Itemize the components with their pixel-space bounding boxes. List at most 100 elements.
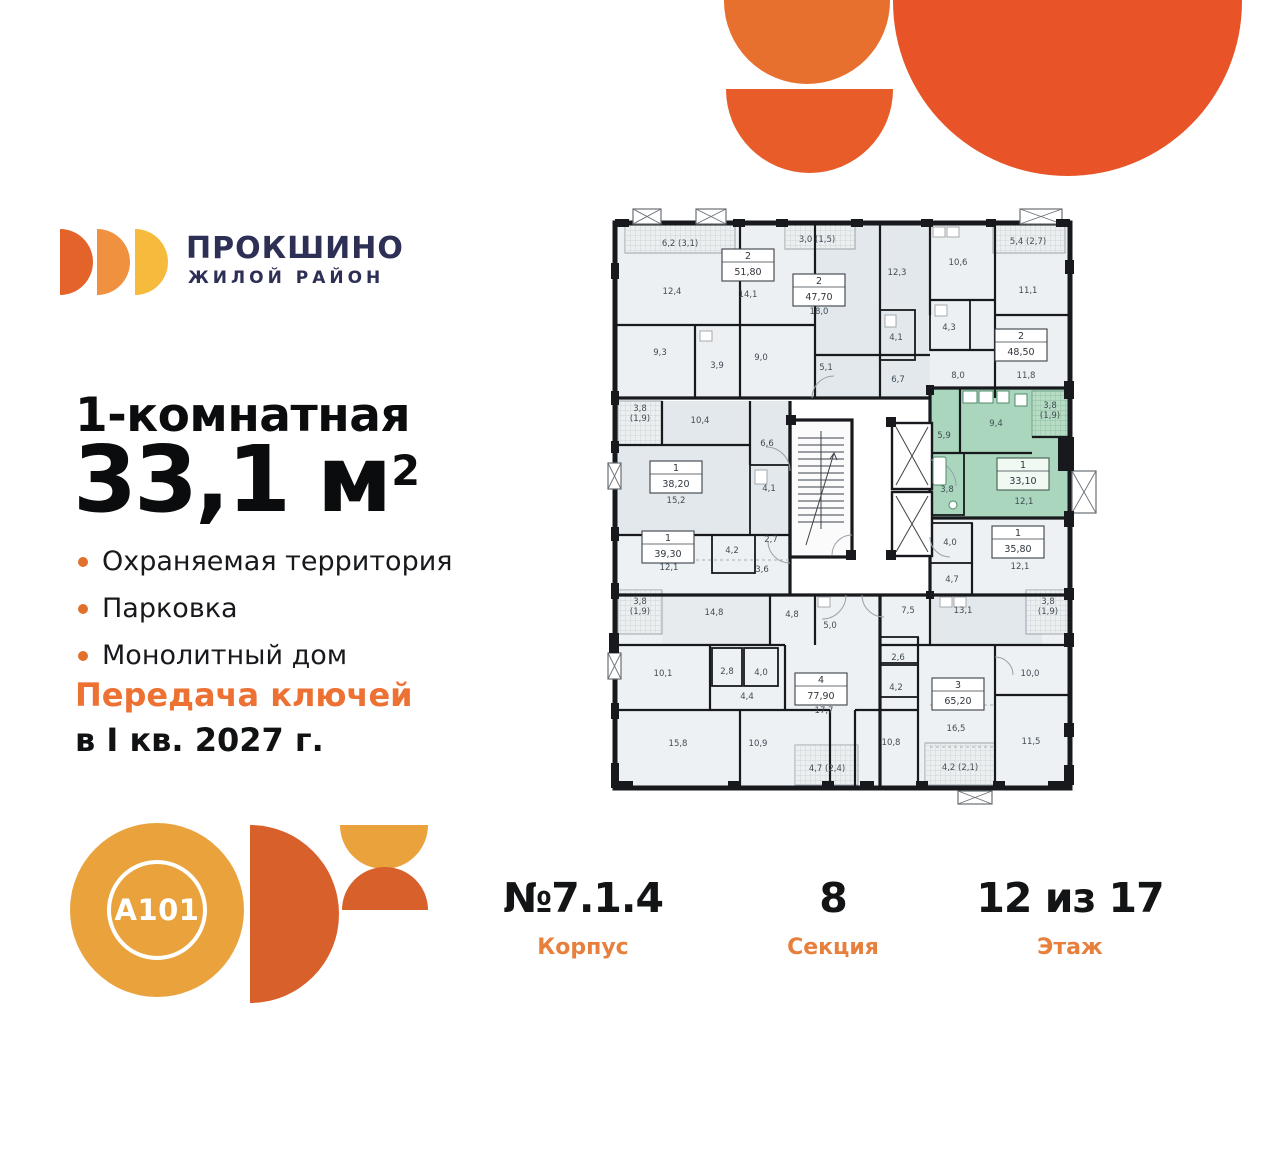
building-number: №7.1.4 [502, 874, 664, 922]
handover-title: Передача ключей [75, 676, 413, 714]
room-area-label: 9,0 [754, 353, 768, 363]
room-area-label: 4,3 [942, 323, 956, 333]
room-area-label: 9,3 [653, 348, 667, 358]
room-area-label: 11,1 [1019, 286, 1038, 296]
svg-text:2: 2 [745, 251, 751, 262]
apartment-info-box: 138,20 [649, 460, 703, 494]
apartment-info-box: 251,80 [721, 248, 775, 282]
room-area-label: 14,8 [705, 608, 724, 618]
developer-logo: A101 [70, 823, 244, 997]
floor-number: 12 из 17 [976, 874, 1164, 922]
svg-text:1: 1 [1020, 460, 1026, 471]
room-area-label: 5,0 [823, 621, 837, 631]
wall-pilasters [609, 219, 1074, 790]
room-area-label: 12,4 [663, 287, 682, 297]
room-area-label: 5,4 (2,7) [1010, 237, 1046, 247]
developer-logo-text: A101 [114, 893, 200, 927]
brand-logo-shape-2 [97, 229, 130, 295]
svg-text:33,10: 33,10 [1009, 476, 1036, 487]
room-area-label: 2,7 [764, 535, 778, 545]
svg-text:48,50: 48,50 [1007, 347, 1034, 358]
room-area-label: 4,8 [785, 610, 799, 620]
svg-text:77,90: 77,90 [807, 691, 834, 702]
room-area-label: 2,6 [891, 653, 905, 663]
listing-area: 33,1 м2 [73, 426, 421, 533]
room-area-label: 4,1 [762, 484, 776, 494]
square-superscript: 2 [391, 447, 421, 496]
room-area-label: 11,5 [1022, 737, 1041, 747]
info-building: №7.1.4 Корпус [473, 874, 693, 960]
floor-label: Этаж [1037, 935, 1103, 960]
room-area-label: 6,7 [891, 375, 905, 385]
room-area-label: 13,1 [954, 606, 973, 616]
room-area-label: 6,2 (3,1) [662, 239, 698, 249]
svg-text:1: 1 [665, 533, 671, 544]
room-area-label: 12,1 [1011, 562, 1030, 572]
room-area-label: 4,2 (2,1) [942, 763, 978, 773]
room-area-label: 4,4 [740, 692, 754, 702]
decorative-halfcircle-small [724, 0, 890, 84]
stairwell [788, 418, 854, 559]
elevator-shafts [890, 421, 934, 558]
door-arcs [765, 375, 1014, 676]
section-number: 8 [819, 874, 848, 922]
room-area-label: 3,8 (1,9) [1040, 401, 1060, 421]
room-area-label: 12,1 [1015, 497, 1034, 507]
room-area-label: 15,8 [669, 739, 688, 749]
room-area-label: 15,2 [667, 496, 686, 506]
room-area-label: 4,2 [725, 546, 739, 556]
room-area-label: 12,3 [888, 268, 907, 278]
apartment-info-box: 139,30 [641, 530, 695, 564]
svg-text:51,80: 51,80 [734, 267, 761, 278]
apartment-info-box: 248,50 [994, 328, 1048, 362]
apartment-info-box: 477,90 [794, 672, 848, 706]
kitchen-fixtures [699, 226, 1028, 608]
feature-list: Охраняемая территория Парковка Монолитны… [78, 546, 453, 687]
info-section: 8 Секция [723, 874, 943, 960]
listing-title: 1-комнатная [75, 388, 411, 443]
svg-text:3: 3 [955, 680, 961, 691]
developer-logo-ring: A101 [107, 860, 207, 960]
apartment-info-box: 247,70 [792, 273, 846, 307]
room-area-label: 3,8 (1,9) [630, 404, 650, 424]
apartment-info-box: 365,20 [931, 677, 985, 711]
svg-text:4: 4 [818, 675, 824, 686]
room-area-label: 5,9 [937, 431, 951, 441]
room-area-label: 8,0 [951, 371, 965, 381]
svg-text:1: 1 [1015, 528, 1021, 539]
room-area-label: 10,8 [882, 738, 901, 748]
room-area-label: 10,6 [949, 258, 968, 268]
room-area-label: 18,0 [810, 307, 829, 317]
room-area-label: 4,2 [889, 683, 903, 693]
brand-logo-shape-3 [135, 229, 168, 295]
room-area-label: 3,8 (1,9) [1038, 597, 1058, 617]
room-area-label: 4,0 [754, 668, 768, 678]
svg-text:1: 1 [673, 463, 679, 474]
apartment-info-box: 135,80 [991, 525, 1045, 559]
svg-text:38,20: 38,20 [662, 479, 689, 490]
brand-tagline: ЖИЛОЙ РАЙОН [188, 268, 385, 288]
room-area-label: 4,7 (2,4) [809, 764, 845, 774]
feature-item: Охраняемая территория [78, 546, 453, 577]
room-area-label: 6,6 [760, 439, 774, 449]
svg-text:39,30: 39,30 [654, 549, 681, 560]
svg-text:2: 2 [816, 276, 822, 287]
floor-plan: 6,2 (3,1) 12,4 14,1 3,0 (1,5) 18,0 9,3 3,9 9,0 5… [600, 205, 1105, 805]
bullet-dot-icon [78, 556, 88, 567]
balconies [617, 224, 1071, 786]
room-area-label: 4,0 [943, 538, 957, 548]
info-floor: 12 из 17 Этаж [960, 874, 1180, 960]
decorative-halfcircle-medium [726, 89, 893, 173]
room-area-label: 7,5 [901, 606, 915, 616]
room-area-label: 4,1 [889, 333, 903, 343]
decorative-halfcircle-large [893, 0, 1242, 176]
section-label: Секция [787, 935, 879, 960]
vent-shafts [607, 208, 1097, 805]
developer-logo-halfcircle [250, 825, 339, 1003]
brand-logo-shape-1 [60, 229, 93, 295]
building-label: Корпус [537, 935, 629, 960]
room-area-label: 12,1 [660, 563, 679, 573]
developer-logo-top-shape [340, 825, 428, 869]
room-area-label: 3,8 [940, 485, 954, 495]
